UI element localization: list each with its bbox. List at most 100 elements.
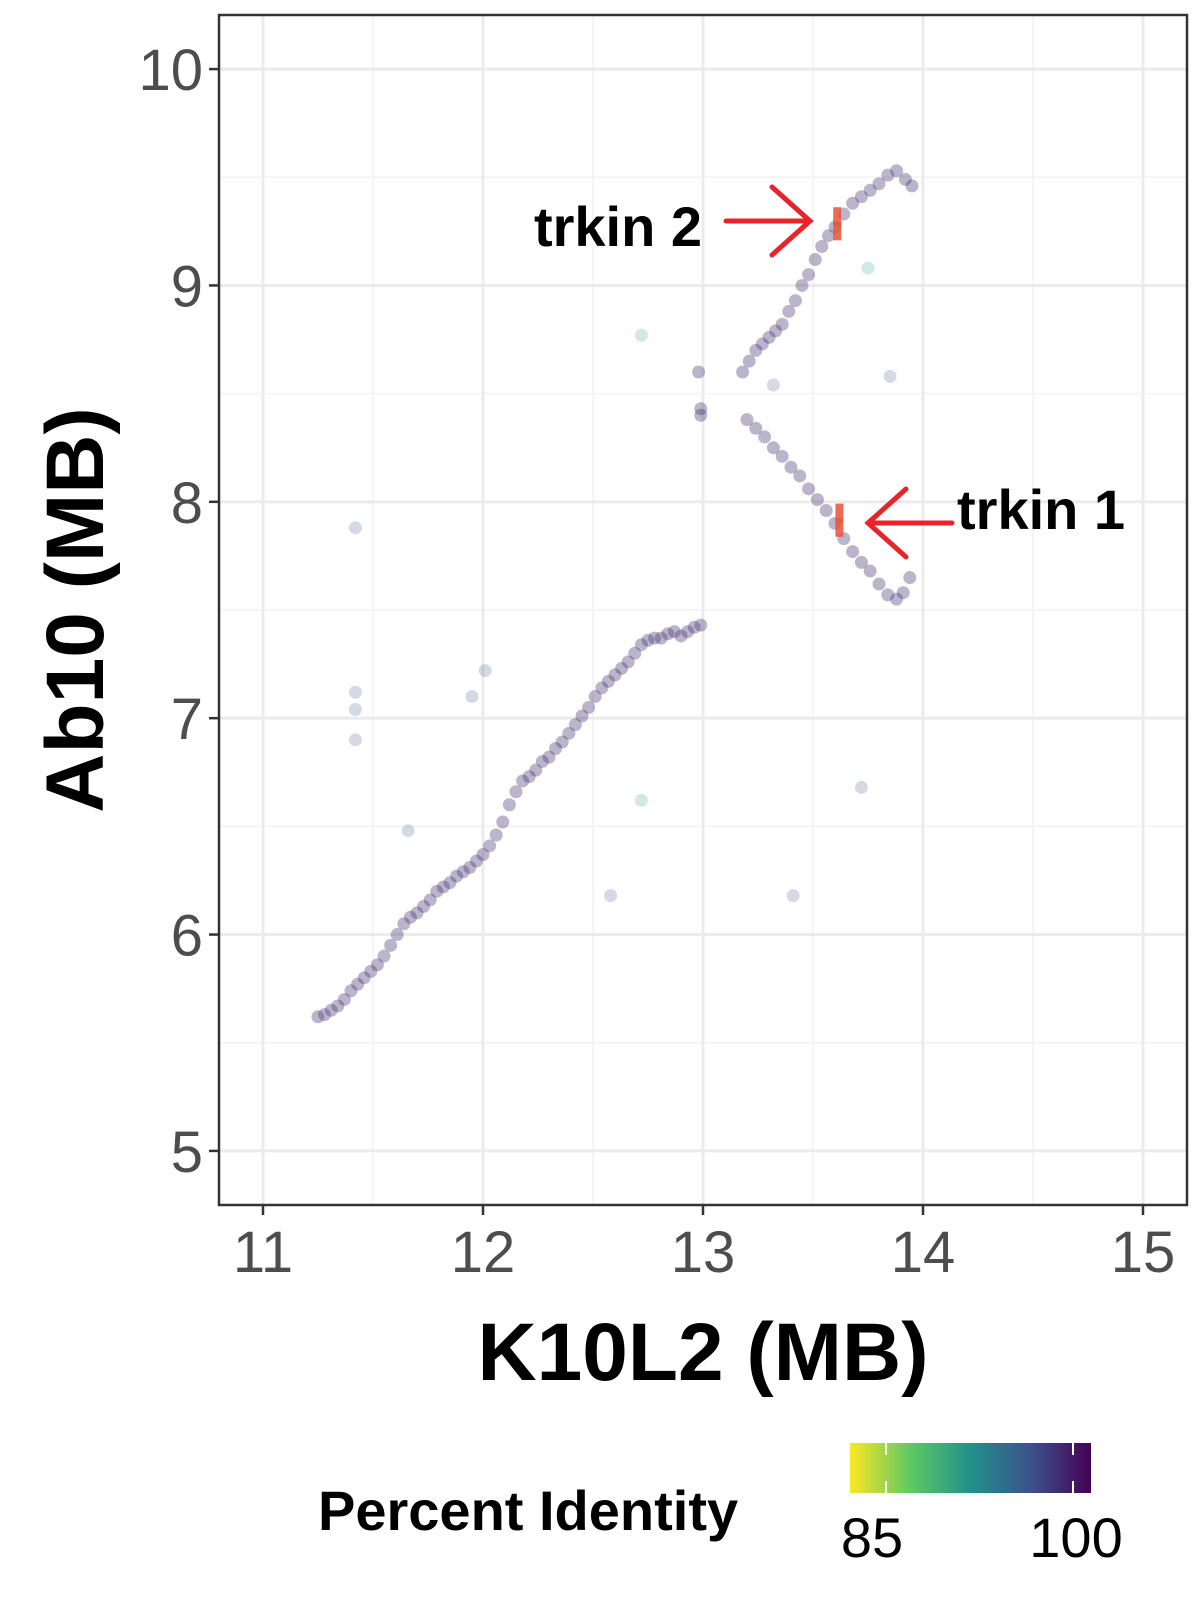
data-point bbox=[397, 917, 411, 931]
data-point bbox=[881, 168, 895, 182]
data-point bbox=[351, 977, 365, 991]
data-point bbox=[692, 365, 706, 379]
data-point bbox=[423, 893, 437, 907]
data-point bbox=[872, 177, 886, 191]
data-point bbox=[403, 910, 417, 924]
data-point bbox=[821, 229, 835, 243]
x-tick-label: 11 bbox=[233, 1220, 293, 1285]
data-point-highlight bbox=[833, 207, 842, 226]
data-point bbox=[896, 586, 910, 600]
data-point bbox=[476, 847, 490, 861]
data-point bbox=[736, 365, 750, 379]
data-point bbox=[463, 860, 477, 874]
data-point-highlight bbox=[833, 222, 842, 241]
data-point bbox=[694, 618, 708, 632]
data-point bbox=[311, 1010, 325, 1024]
data-point bbox=[450, 869, 464, 883]
data-point bbox=[784, 460, 798, 474]
data-point bbox=[634, 328, 648, 342]
data-point bbox=[384, 938, 398, 952]
data-point bbox=[890, 592, 904, 606]
annotation-trkin-2-label: trkin 2 bbox=[534, 195, 702, 258]
x-tick-label: 13 bbox=[671, 1220, 736, 1285]
legend-title: Percent Identity bbox=[318, 1479, 738, 1542]
data-point bbox=[863, 183, 877, 197]
data-point bbox=[641, 633, 655, 647]
data-point bbox=[337, 992, 351, 1006]
data-point bbox=[808, 252, 822, 266]
data-point bbox=[788, 294, 802, 308]
data-point bbox=[509, 785, 523, 799]
data-point bbox=[766, 441, 780, 455]
data-point bbox=[661, 627, 675, 641]
data-point bbox=[802, 268, 816, 282]
data-point bbox=[549, 741, 563, 755]
x-axis-title: K10L2 (MB) bbox=[477, 1307, 928, 1398]
data-point bbox=[483, 839, 497, 853]
data-point bbox=[687, 620, 701, 634]
data-point bbox=[478, 664, 492, 678]
data-point bbox=[694, 408, 708, 422]
data-point bbox=[898, 172, 912, 186]
data-point bbox=[348, 733, 362, 747]
legend-tick-label-85: 85 bbox=[841, 1506, 903, 1569]
data-point bbox=[667, 625, 681, 639]
data-point bbox=[348, 521, 362, 535]
data-point bbox=[348, 685, 362, 699]
data-point-highlight bbox=[835, 518, 844, 537]
annotations: trkin 2 trkin 1 bbox=[534, 184, 1125, 560]
data-point bbox=[674, 629, 688, 643]
data-point bbox=[601, 674, 615, 688]
data-point bbox=[654, 631, 668, 645]
data-point bbox=[881, 588, 895, 602]
data-point bbox=[502, 798, 516, 812]
axis-ticks: 11 12 13 14 15 5 6 7 8 9 10 bbox=[138, 38, 1175, 1285]
x-tick-label: 14 bbox=[891, 1220, 956, 1285]
data-point bbox=[749, 343, 763, 357]
data-point bbox=[370, 958, 384, 972]
data-point bbox=[890, 164, 904, 178]
data-point bbox=[872, 577, 886, 591]
data-point bbox=[854, 190, 868, 204]
y-tick-label: 5 bbox=[171, 1120, 203, 1185]
data-point bbox=[357, 971, 371, 985]
data-point bbox=[588, 690, 602, 704]
y-tick-label: 6 bbox=[171, 904, 203, 969]
data-point bbox=[861, 261, 875, 275]
data-point bbox=[758, 430, 772, 444]
data-point bbox=[410, 906, 424, 920]
data-point bbox=[863, 564, 877, 578]
data-point bbox=[782, 304, 796, 318]
data-point bbox=[883, 369, 897, 383]
data-point bbox=[854, 780, 868, 794]
data-point bbox=[443, 876, 457, 890]
data-point bbox=[769, 324, 783, 338]
data-point bbox=[786, 889, 800, 903]
data-point bbox=[344, 984, 358, 998]
data-point bbox=[793, 469, 807, 483]
data-point bbox=[364, 964, 378, 978]
data-point bbox=[766, 378, 780, 392]
annotation-trkin-2-arrow bbox=[723, 184, 814, 258]
data-point bbox=[608, 668, 622, 682]
data-point bbox=[775, 449, 789, 463]
data-point bbox=[542, 750, 556, 764]
data-point bbox=[595, 681, 609, 695]
data-point bbox=[802, 482, 816, 496]
legend-colorbar bbox=[850, 1443, 1091, 1493]
data-point bbox=[324, 1003, 338, 1017]
data-point bbox=[634, 638, 648, 652]
data-point bbox=[456, 865, 470, 879]
data-point bbox=[496, 815, 510, 829]
annotation-trkin-1-arrow bbox=[864, 486, 955, 560]
data-point bbox=[742, 354, 756, 368]
data-point bbox=[762, 330, 776, 344]
data-point bbox=[568, 718, 582, 732]
data-point bbox=[775, 317, 789, 331]
data-point bbox=[516, 774, 530, 788]
data-point bbox=[535, 754, 549, 768]
data-point bbox=[755, 337, 769, 351]
annotation-trkin-1-label: trkin 1 bbox=[957, 478, 1125, 541]
data-point bbox=[469, 854, 483, 868]
legend: Percent Identity 85 100 bbox=[318, 1443, 1123, 1569]
